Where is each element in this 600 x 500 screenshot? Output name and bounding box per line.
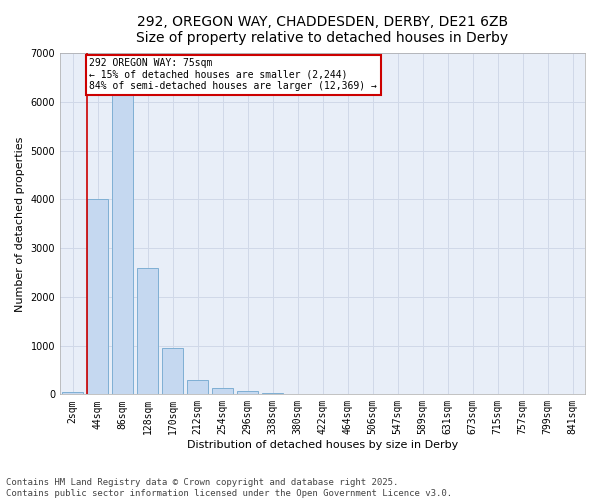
Bar	[87, 200, 108, 394]
Text: Contains HM Land Registry data © Crown copyright and database right 2025.
Contai: Contains HM Land Registry data © Crown c…	[6, 478, 452, 498]
Bar	[187, 380, 208, 394]
X-axis label: Distribution of detached houses by size in Derby: Distribution of detached houses by size …	[187, 440, 458, 450]
Bar	[137, 268, 158, 394]
Bar	[237, 392, 258, 394]
Bar	[62, 392, 83, 394]
Bar	[162, 348, 183, 395]
Bar	[212, 388, 233, 394]
Title: 292, OREGON WAY, CHADDESDEN, DERBY, DE21 6ZB
Size of property relative to detach: 292, OREGON WAY, CHADDESDEN, DERBY, DE21…	[136, 15, 509, 45]
Y-axis label: Number of detached properties: Number of detached properties	[15, 136, 25, 312]
Text: 292 OREGON WAY: 75sqm
← 15% of detached houses are smaller (2,244)
84% of semi-d: 292 OREGON WAY: 75sqm ← 15% of detached …	[89, 58, 377, 92]
Bar	[112, 68, 133, 394]
